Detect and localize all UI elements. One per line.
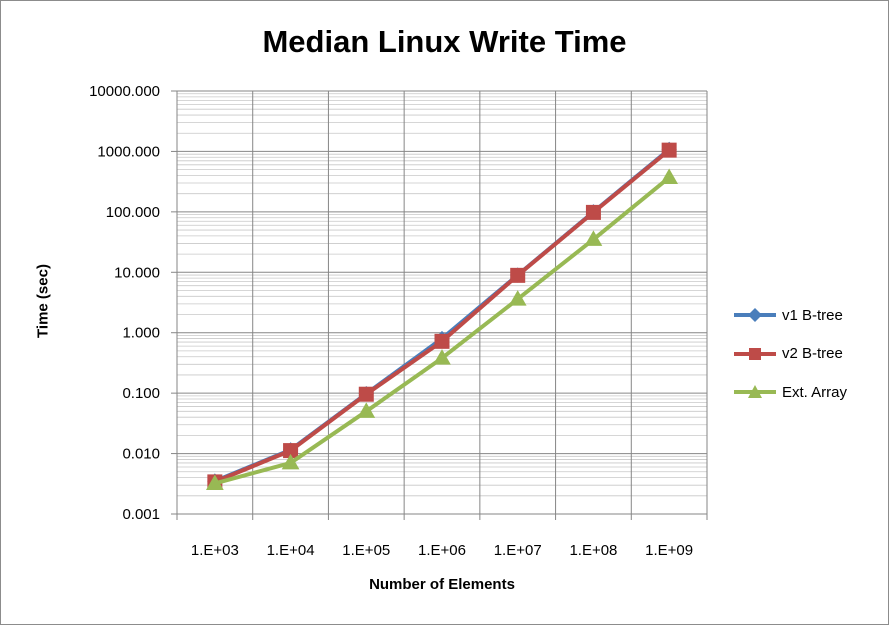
legend-swatch xyxy=(734,347,776,360)
data-point xyxy=(358,386,374,402)
data-point xyxy=(510,267,526,283)
series-1 xyxy=(207,141,677,489)
x-tick-label: 1.E+06 xyxy=(418,542,466,559)
x-tick-label: 1.E+03 xyxy=(191,542,239,559)
data-point xyxy=(205,474,224,490)
data-point xyxy=(281,453,300,470)
tick-labels: 0.001 0.010 0.100 1.000 10.000 100.000 1000.00… xyxy=(89,83,693,559)
legend-marker xyxy=(748,385,762,399)
data-point xyxy=(508,290,527,306)
y-tick-label: 1000.000 xyxy=(97,143,160,160)
y-tick-label: 10.000 xyxy=(114,264,160,281)
data-point xyxy=(660,168,679,185)
legend-item: v1 B-tree xyxy=(734,296,847,335)
x-tick-label: 1.E+07 xyxy=(494,542,542,559)
chart-title: Median Linux Write Time xyxy=(262,24,627,59)
legend-item: Ext. Array xyxy=(734,373,847,412)
data-point xyxy=(584,230,603,246)
data-point xyxy=(357,402,376,418)
legend-swatch xyxy=(734,308,776,323)
legend-marker xyxy=(749,347,761,360)
series-line xyxy=(214,148,671,484)
legend-marker xyxy=(748,308,762,323)
data-point xyxy=(434,333,450,349)
data-point xyxy=(585,204,601,220)
x-tick-label: 1.E+09 xyxy=(645,542,693,559)
x-tick-label: 1.E+04 xyxy=(267,542,315,559)
data-point xyxy=(661,142,677,158)
x-tick-label: 1.E+05 xyxy=(342,542,390,559)
legend-item: v2 B-tree xyxy=(734,335,847,374)
legend-swatch xyxy=(734,385,776,399)
legend-label: v1 B-tree xyxy=(782,306,843,324)
y-tick-label: 0.001 xyxy=(122,506,160,523)
x-axis-label: Number of Elements xyxy=(369,576,515,593)
y-tick-label: 0.100 xyxy=(122,385,160,402)
legend-label: v2 B-tree xyxy=(782,345,843,363)
legend-label: Ext. Array xyxy=(782,383,848,401)
y-tick-label: 100.000 xyxy=(106,204,160,221)
series-3 xyxy=(205,168,679,490)
y-tick-label: 0.010 xyxy=(122,446,160,463)
x-tick-label: 1.E+08 xyxy=(569,542,617,559)
series-line xyxy=(214,147,671,483)
series-2 xyxy=(207,142,677,490)
grid-lines xyxy=(176,90,708,515)
y-tick-label: 1.000 xyxy=(122,325,160,342)
series-line xyxy=(214,175,671,486)
data-point xyxy=(433,349,451,365)
axes xyxy=(171,90,708,520)
legend: v1 B-tree v2 B-tree Ext. Array xyxy=(734,296,847,412)
series-layer xyxy=(205,141,679,490)
y-tick-label: 10000.000 xyxy=(89,83,160,100)
